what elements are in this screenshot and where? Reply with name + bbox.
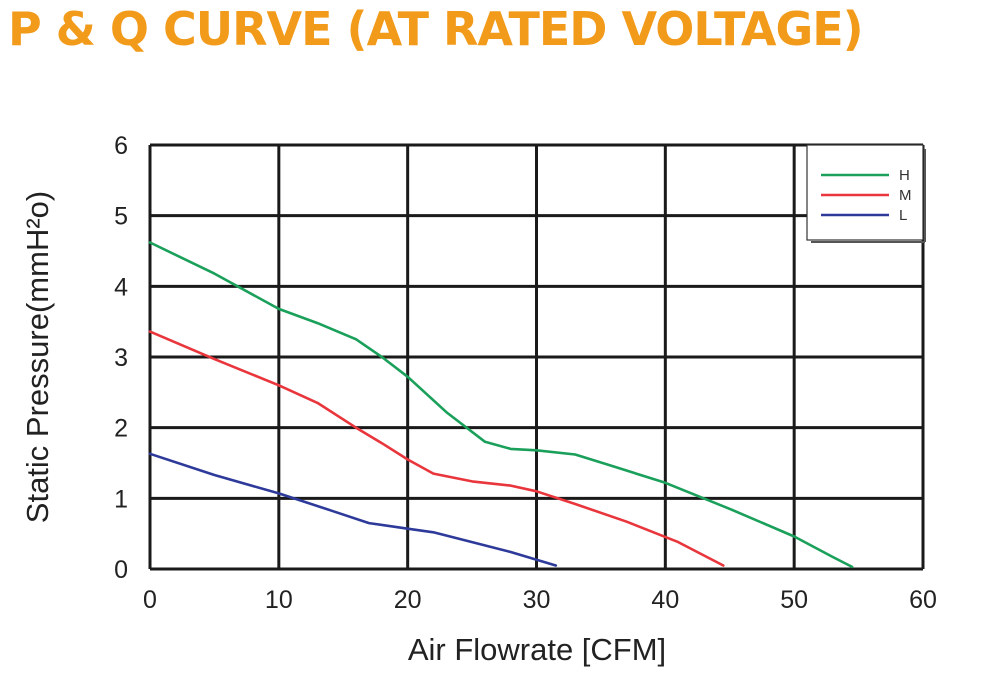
x-tick-label: 10: [265, 586, 293, 614]
legend: HML: [806, 144, 926, 243]
y-axis-label: Static Pressure(mmH²o): [20, 191, 55, 523]
x-tick-label: 40: [651, 586, 679, 614]
y-tick-label: 1: [114, 485, 128, 513]
chart-title: P & Q CURVE (AT RATED VOLTAGE): [8, 2, 864, 56]
x-tick-label: 60: [909, 586, 937, 614]
y-tick-label: 4: [114, 273, 128, 301]
grid: [148, 143, 925, 571]
legend-box: [806, 144, 924, 241]
x-tick-label: 30: [523, 586, 551, 614]
x-tick-label: 20: [394, 586, 422, 614]
series-line-l: [148, 452, 558, 567]
legend-label-l: L: [899, 207, 907, 224]
legend-label-m: M: [899, 187, 912, 204]
y-tick-label: 3: [114, 344, 128, 372]
tick-labels: 0 10 20 30 40 50 60 0 1 2 3 4 5 6: [114, 132, 937, 614]
y-tick-label: 5: [114, 203, 128, 231]
y-tick-label: 6: [114, 132, 128, 160]
x-axis-label: Air Flowrate [CFM]: [408, 632, 666, 667]
x-tick-label: 50: [780, 586, 808, 614]
series-lines: [148, 241, 854, 569]
legend-label-h: H: [899, 167, 910, 184]
series-line-h: [148, 241, 854, 569]
series-line-m: [148, 330, 725, 567]
x-tick-label: 0: [143, 586, 157, 614]
y-tick-label: 2: [114, 415, 128, 443]
y-tick-label: 0: [114, 556, 128, 584]
